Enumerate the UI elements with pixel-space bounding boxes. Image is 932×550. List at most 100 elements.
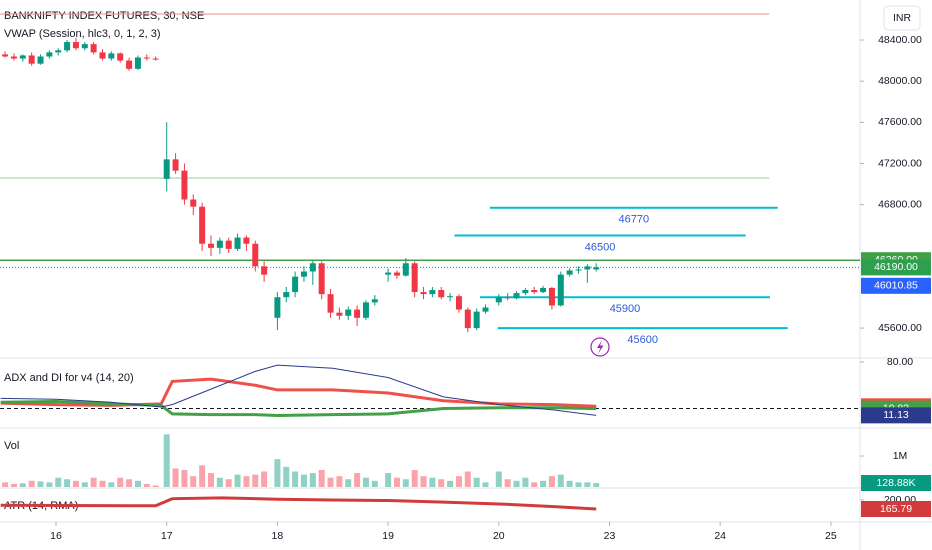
- price-tag: [861, 475, 931, 492]
- candle-body: [64, 42, 71, 51]
- candle-body: [90, 44, 97, 53]
- candle-body: [243, 237, 250, 244]
- currency-box[interactable]: [883, 5, 921, 31]
- price-tag-label: 46190.00: [874, 261, 918, 273]
- candle-body: [584, 266, 591, 270]
- candle-body: [126, 60, 133, 69]
- volume-bar: [199, 465, 206, 487]
- candle-body: [402, 263, 409, 276]
- candle-body: [225, 240, 232, 249]
- candle-body: [522, 290, 529, 294]
- indicator-line: [0, 364, 597, 416]
- candle-body: [393, 272, 400, 276]
- indicator-line: [0, 496, 597, 511]
- candle-body: [190, 199, 197, 207]
- volume-bar: [309, 473, 316, 487]
- volume-bar: [455, 476, 462, 487]
- candle-body: [354, 309, 361, 318]
- x-tick-label: 23: [604, 530, 616, 542]
- candle-body: [371, 299, 378, 303]
- indicator-line: [0, 400, 597, 417]
- volume-bar: [252, 474, 259, 487]
- price-tag: [861, 259, 931, 276]
- candle-body: [548, 287, 555, 306]
- volume-bar: [354, 473, 361, 487]
- volume-bar: [557, 474, 564, 487]
- volume-bar: [108, 482, 115, 487]
- volume-bar: [318, 469, 325, 487]
- volume-bar: [292, 471, 299, 487]
- volume-bar: [225, 479, 232, 487]
- volume-bar: [513, 480, 520, 487]
- candle-body: [108, 53, 115, 59]
- volume-bar: [10, 483, 17, 487]
- candle-body: [300, 271, 307, 277]
- volume-bar: [411, 469, 418, 487]
- volume-bar: [531, 482, 538, 487]
- price-tag-label: 128.88K: [876, 477, 915, 489]
- candle-body: [566, 270, 573, 275]
- volume-bar: [402, 479, 409, 487]
- candle-body: [336, 312, 343, 316]
- candle-body: [199, 206, 206, 244]
- y-tick-label: 48000.00: [878, 75, 922, 87]
- candle-body: [385, 272, 392, 275]
- volume-bar: [420, 476, 427, 487]
- volume-bar: [261, 471, 268, 487]
- volume-bar: [540, 480, 547, 487]
- volume-bar: [72, 480, 79, 487]
- volume-bar: [327, 477, 334, 487]
- candle-body: [283, 292, 290, 298]
- volume-bar: [584, 482, 591, 487]
- level-label: 46770: [619, 214, 650, 226]
- candle-body: [531, 290, 538, 293]
- level-label: 45900: [610, 303, 641, 315]
- candle-body: [46, 52, 53, 57]
- candle-body: [234, 237, 241, 249]
- x-tick-label: 18: [272, 530, 284, 542]
- volume-bar: [152, 485, 159, 487]
- volume-bar: [134, 480, 141, 487]
- volume-bar: [37, 481, 44, 487]
- volume-bar: [345, 479, 352, 487]
- candle-body: [504, 297, 511, 299]
- y-tick-label: 46800.00: [878, 198, 922, 210]
- price-tag-label: 11.13: [883, 409, 909, 421]
- volume-bar: [593, 483, 600, 487]
- alert-icon[interactable]: [590, 337, 610, 357]
- candle-body: [10, 56, 17, 59]
- price-tag-label: 46010.85: [874, 280, 918, 292]
- x-tick-label: 24: [714, 530, 726, 542]
- candle-body: [163, 159, 170, 179]
- volume-bar: [429, 477, 436, 487]
- candle-body: [513, 293, 520, 299]
- candle-body: [411, 263, 418, 293]
- volume-bar: [548, 476, 555, 487]
- candle-body: [99, 52, 106, 59]
- candle-body: [327, 294, 334, 313]
- volume-bar: [126, 479, 133, 487]
- volume-bar: [464, 471, 471, 487]
- volume-bar: [393, 477, 400, 487]
- candle-body: [152, 58, 159, 60]
- candle-body: [455, 296, 462, 310]
- volume-bar: [575, 482, 582, 487]
- volume-bar: [234, 474, 241, 487]
- x-tick-label: 25: [825, 530, 837, 542]
- candle-body: [345, 309, 352, 316]
- price-tag: [861, 277, 931, 294]
- candle-body: [429, 290, 436, 295]
- currency[interactable]: INR: [893, 12, 912, 24]
- candle-body: [482, 307, 489, 312]
- candle-body: [2, 54, 9, 57]
- candle-body: [216, 240, 223, 248]
- volume-bar: [522, 477, 529, 487]
- chart-title: BANKNIFTY INDEX FUTURES, 30, NSE: [4, 10, 204, 22]
- level-label: 46500: [585, 241, 616, 253]
- y-tick-label: 48400.00: [878, 34, 922, 46]
- candle-body: [447, 296, 454, 298]
- candle-body: [495, 297, 502, 303]
- volume-bar: [482, 482, 489, 487]
- volume-bar: [99, 480, 106, 487]
